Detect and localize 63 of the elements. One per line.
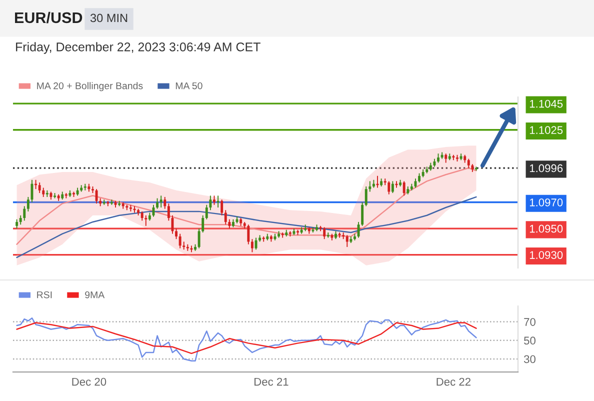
candlestick <box>467 158 470 169</box>
candlestick <box>437 153 440 164</box>
candlestick <box>414 178 417 188</box>
candlestick <box>23 206 26 222</box>
candlestick <box>361 202 364 226</box>
candlestick <box>228 218 231 230</box>
line-series <box>16 196 477 258</box>
y-tick-label: 1.1025 <box>530 126 563 134</box>
candlestick <box>16 218 18 230</box>
candlestick <box>209 195 212 211</box>
candlestick <box>164 196 166 210</box>
y-tick-label: 30 <box>524 355 536 364</box>
candlestick <box>368 180 372 192</box>
candlestick <box>140 210 144 222</box>
y-tick-label: 1.0970 <box>530 198 563 206</box>
candlestick <box>167 203 170 222</box>
candlestick <box>144 214 148 226</box>
legend-label: MA 20 + Bollinger Bands <box>37 82 143 92</box>
y-tick-label: 50 <box>524 336 536 345</box>
candlestick <box>171 214 174 234</box>
candlestick <box>364 186 368 207</box>
line-series <box>16 167 477 245</box>
chart-title: EUR/USD <box>15 12 82 24</box>
candlestick <box>444 153 448 164</box>
candlestick <box>156 198 159 210</box>
candlestick <box>323 226 326 240</box>
line-series <box>16 317 477 362</box>
y-tick-label: 1.0950 <box>530 224 563 233</box>
candlestick <box>357 221 360 238</box>
candlestick <box>202 214 204 233</box>
candlestick <box>346 234 348 248</box>
candlestick <box>178 233 182 249</box>
candlestick <box>224 210 227 226</box>
y-tick-label: 1.0930 <box>530 251 563 259</box>
y-tick-label: 1.0996 <box>530 164 563 172</box>
candlestick <box>418 172 421 183</box>
y-tick-label: 1.1045 <box>530 100 563 108</box>
candlestick <box>42 187 45 198</box>
x-tick-label: Dec 21 <box>254 378 288 386</box>
chart-subtitle: Friday, December 22, 2023 3:06:49 AM CET <box>16 42 260 54</box>
candlestick <box>175 228 178 240</box>
y-tick-label: 70 <box>524 318 536 326</box>
candlestick <box>95 188 98 204</box>
candlestick <box>247 224 250 245</box>
candlestick <box>250 238 254 253</box>
legend-label: RSI <box>37 291 52 298</box>
candlestick <box>205 204 208 220</box>
candlestick <box>198 228 200 249</box>
candlestick <box>213 195 216 206</box>
candlestick <box>38 182 41 194</box>
candlestick <box>402 180 406 196</box>
candlestick <box>19 214 22 226</box>
candlestick <box>388 180 390 195</box>
candlestick <box>26 196 30 212</box>
candlestick <box>220 199 224 216</box>
text: 30 MIN <box>90 14 128 22</box>
candlestick <box>160 195 162 208</box>
candlestick <box>391 180 394 194</box>
x-tick-label: Dec 22 <box>436 378 470 386</box>
legend-label: 9MA <box>85 291 105 298</box>
legend-label: MA 50 <box>176 82 202 90</box>
x-tick-label: Dec 20 <box>72 378 106 386</box>
line-series <box>16 322 477 354</box>
